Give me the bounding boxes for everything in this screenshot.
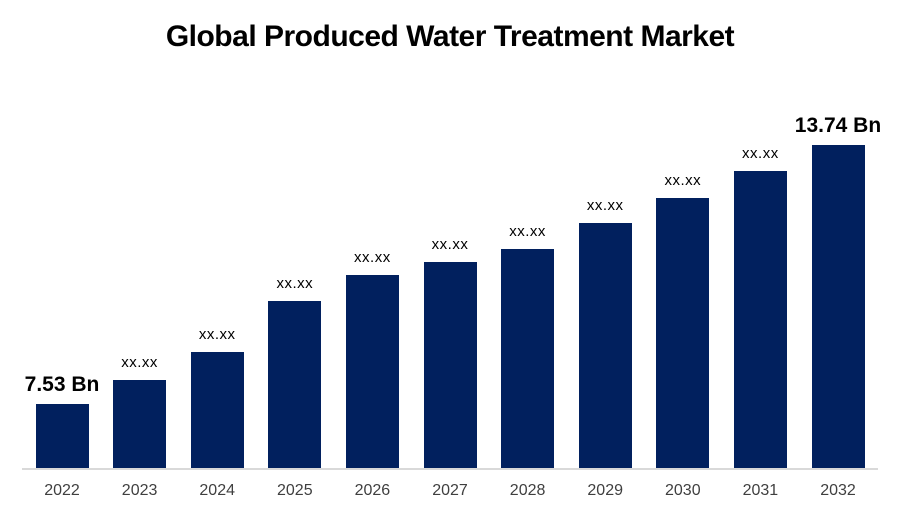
bar-group: xx.xx <box>327 250 417 468</box>
bar-group: xx.xx <box>638 173 728 468</box>
bar <box>578 223 632 468</box>
bar-value-label: xx.xx <box>121 354 158 371</box>
bar-value-label: xx.xx <box>664 172 702 189</box>
x-axis-label: 2022 <box>44 482 80 499</box>
bar <box>656 198 710 468</box>
bar <box>811 145 865 468</box>
bar <box>113 380 167 468</box>
x-axis-label: 2023 <box>121 482 158 499</box>
bar-value-label: xx.xx <box>431 236 469 253</box>
bar-group: xx.xx <box>172 327 262 468</box>
bar-value-label: xx.xx <box>198 326 236 343</box>
bar-value-label: xx.xx <box>509 223 546 240</box>
bar-group: xx.xx <box>405 237 495 468</box>
bar <box>35 404 89 468</box>
bar-group: xx.xx <box>483 224 573 468</box>
bar-group: xx.xx <box>250 276 340 468</box>
x-axis-label: 2028 <box>509 482 546 499</box>
bar-value-label: xx.xx <box>586 197 624 214</box>
bar <box>345 275 399 468</box>
x-axis-label: 2029 <box>587 482 623 499</box>
bar-group: 7.53 Bn <box>17 374 107 468</box>
x-axis-line <box>22 468 878 470</box>
x-axis-label: 2030 <box>665 482 701 499</box>
bar <box>190 352 244 468</box>
x-axis-label: 2027 <box>432 482 468 499</box>
chart-title: Global Produced Water Treatment Market <box>165 20 735 53</box>
bar <box>268 301 322 468</box>
bar-group: 13.74 Bn <box>793 115 883 468</box>
bar <box>501 249 555 468</box>
bar-group: xx.xx <box>95 355 185 468</box>
x-axis-label: 2024 <box>199 482 235 499</box>
bar <box>423 262 477 468</box>
bar-value-label: xx.xx <box>276 275 314 292</box>
bar <box>733 171 787 468</box>
x-axis-label: 2026 <box>354 482 391 499</box>
bar-group: xx.xx <box>560 198 650 468</box>
bar-value-label: xx.xx <box>354 249 391 266</box>
bar-value-label: xx.xx <box>742 145 779 162</box>
bar-value-label: 7.53 Bn <box>24 373 100 396</box>
bar-value-label: 13.74 Bn <box>794 114 882 137</box>
x-axis-label: 2025 <box>277 482 313 499</box>
x-axis-label: 2032 <box>820 482 856 499</box>
x-axis-label: 2031 <box>742 482 779 499</box>
bar-group: xx.xx <box>715 146 805 468</box>
